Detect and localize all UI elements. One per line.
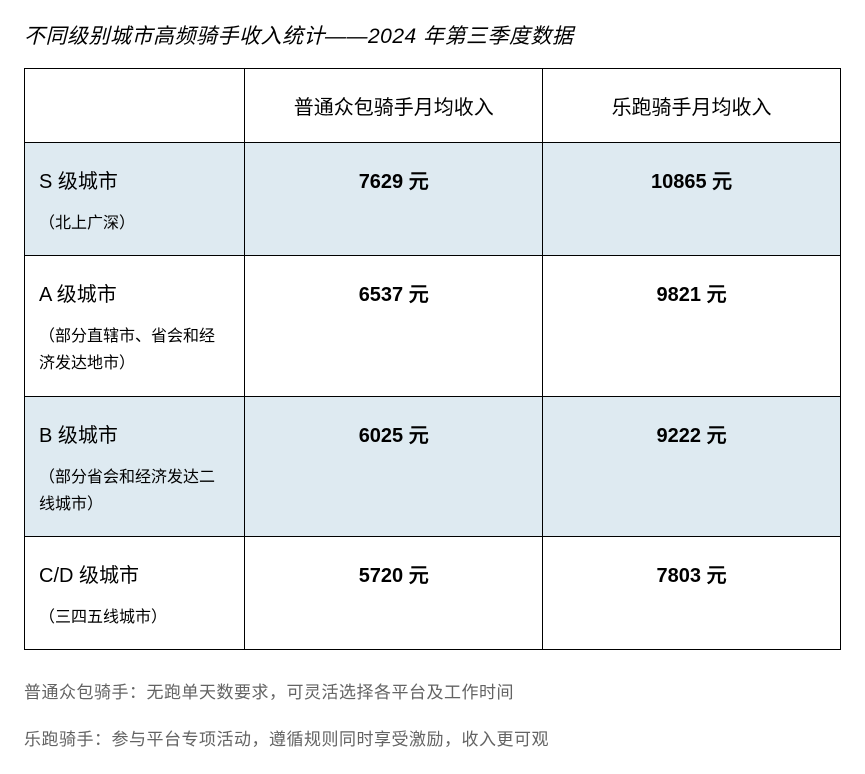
row-label-cell: B 级城市 （部分省会和经济发达二线城市） — [25, 396, 245, 536]
table-row: C/D 级城市 （三四五线城市） 5720 元 7803 元 — [25, 536, 841, 649]
city-desc: （三四五线城市） — [39, 604, 230, 631]
data-cell-col2: 9222 元 — [543, 396, 841, 536]
city-desc: （部分省会和经济发达二线城市） — [39, 464, 230, 518]
header-col1: 普通众包骑手月均收入 — [245, 69, 543, 143]
table-row: B 级城市 （部分省会和经济发达二线城市） 6025 元 9222 元 — [25, 396, 841, 536]
table-row: A 级城市 （部分直辖市、省会和经济发达地市） 6537 元 9821 元 — [25, 256, 841, 396]
data-cell-col2: 7803 元 — [543, 536, 841, 649]
table-row: S 级城市 （北上广深） 7629 元 10865 元 — [25, 143, 841, 256]
table-header-row: 普通众包骑手月均收入 乐跑骑手月均收入 — [25, 69, 841, 143]
data-cell-col1: 6537 元 — [245, 256, 543, 396]
row-label-cell: C/D 级城市 （三四五线城市） — [25, 536, 245, 649]
footnote-line2: 乐跑骑手：参与平台专项活动，遵循规则同时享受激励，收入更可观 — [24, 725, 841, 750]
footnote-line1: 普通众包骑手：无跑单天数要求，可灵活选择各平台及工作时间 — [24, 678, 841, 703]
income-table: 普通众包骑手月均收入 乐跑骑手月均收入 S 级城市 （北上广深） 7629 元 … — [24, 68, 841, 650]
data-cell-col1: 5720 元 — [245, 536, 543, 649]
data-cell-col1: 7629 元 — [245, 143, 543, 256]
city-tier: S 级城市 — [39, 165, 230, 194]
city-desc: （部分直辖市、省会和经济发达地市） — [39, 323, 230, 377]
header-blank — [25, 69, 245, 143]
data-cell-col2: 9821 元 — [543, 256, 841, 396]
city-tier: A 级城市 — [39, 278, 230, 307]
page-title: 不同级别城市高频骑手收入统计——2024 年第三季度数据 — [24, 20, 841, 50]
row-label-cell: A 级城市 （部分直辖市、省会和经济发达地市） — [25, 256, 245, 396]
city-tier: B 级城市 — [39, 419, 230, 448]
city-desc: （北上广深） — [39, 210, 230, 237]
header-col2: 乐跑骑手月均收入 — [543, 69, 841, 143]
data-cell-col2: 10865 元 — [543, 143, 841, 256]
city-tier: C/D 级城市 — [39, 559, 230, 588]
data-cell-col1: 6025 元 — [245, 396, 543, 536]
row-label-cell: S 级城市 （北上广深） — [25, 143, 245, 256]
